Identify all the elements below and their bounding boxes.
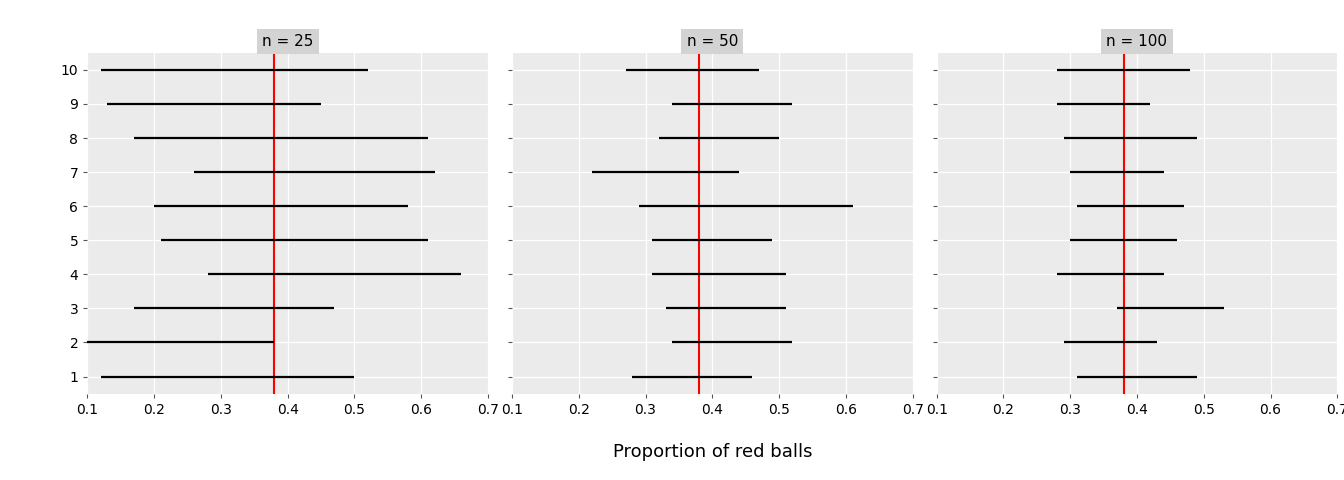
Title: n = 50: n = 50 <box>687 34 738 49</box>
Text: Proportion of red balls: Proportion of red balls <box>613 443 812 461</box>
Title: n = 100: n = 100 <box>1106 34 1168 49</box>
Title: n = 25: n = 25 <box>262 34 313 49</box>
